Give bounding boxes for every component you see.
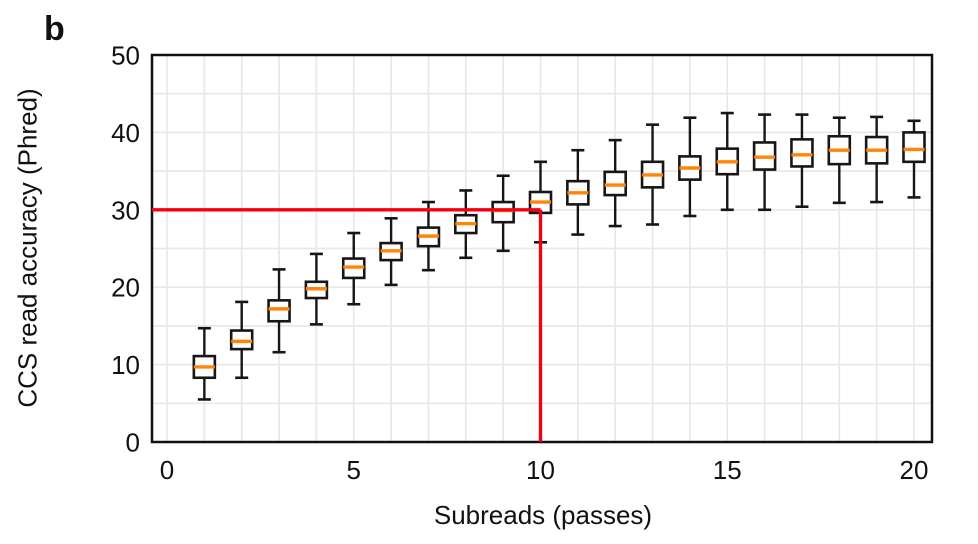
x-tick-label: 10	[526, 455, 555, 485]
y-tick-label: 40	[111, 118, 140, 148]
y-tick-label: 30	[111, 195, 140, 225]
x-tick-label: 15	[713, 455, 742, 485]
x-tick-label: 20	[900, 455, 929, 485]
y-tick-label: 0	[126, 428, 140, 458]
y-tick-label: 20	[111, 273, 140, 303]
panel-label: b	[44, 10, 65, 48]
x-tick-label: 0	[160, 455, 174, 485]
iqr-box	[267, 299, 291, 323]
y-tick-label: 50	[111, 41, 140, 71]
y-tick-label: 10	[111, 350, 140, 380]
iqr-box	[902, 131, 926, 164]
x-tick-label: 5	[347, 455, 361, 485]
x-axis-title: Subreads (passes)	[433, 500, 653, 530]
iqr-box	[790, 138, 814, 168]
